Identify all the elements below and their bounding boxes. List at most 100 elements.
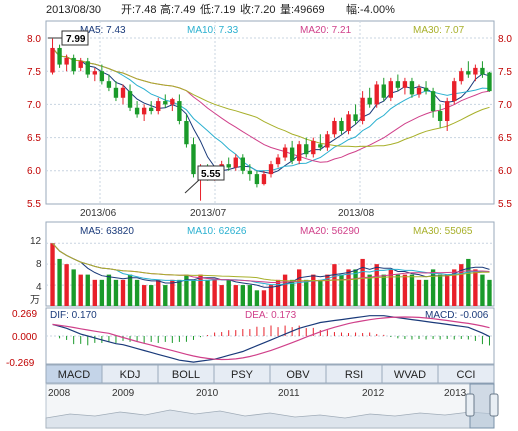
candle-body [282, 147, 288, 158]
volume-bar [325, 274, 330, 306]
volume-bar [304, 279, 309, 306]
candle-body [445, 101, 450, 121]
candle-body [71, 57, 76, 72]
candle-body [289, 147, 295, 161]
tab-cci[interactable] [437, 364, 495, 384]
candle-body [430, 91, 436, 112]
volume-bar [212, 279, 217, 306]
price-ytick-right: 5.5 [498, 199, 512, 210]
tab-label[interactable]: BOLL [172, 369, 200, 381]
volume-bar [184, 274, 189, 306]
volume-bar [177, 279, 182, 306]
price-ytick-left: 5.5 [27, 199, 41, 210]
candle-body [318, 144, 323, 148]
candle-body [423, 87, 429, 92]
volume-bar [381, 274, 386, 306]
header-volume: 量:49669 [280, 3, 325, 16]
candle-body [191, 144, 196, 175]
candle-body [170, 99, 175, 105]
low-marker-line [184, 179, 200, 194]
tab-label[interactable]: KDJ [120, 369, 141, 381]
volume-bar [289, 279, 295, 306]
price-ytick-right: 6.5 [498, 133, 512, 144]
candle-body [92, 71, 97, 75]
volume-bar [374, 264, 379, 306]
price-ytick-left: 6.0 [27, 166, 41, 177]
timeline-left-handle[interactable] [465, 393, 475, 417]
candle-body [184, 121, 189, 145]
volume-bar [332, 264, 337, 306]
candle-body [459, 71, 464, 82]
volume-bar [120, 279, 126, 306]
header-close: 收:7.20 [240, 2, 275, 16]
volume-bar [240, 285, 245, 306]
candle-body [233, 157, 238, 168]
candle-body [311, 140, 316, 155]
price-ma-line [52, 47, 490, 163]
tab-label[interactable]: PSY [231, 369, 254, 381]
volume-bar [254, 290, 260, 306]
candle-body [261, 174, 267, 185]
timeline-year: 2009 [112, 388, 135, 399]
header-high: 高:7.49 [160, 2, 195, 16]
volume-ma-line [52, 242, 490, 282]
candle-body [156, 101, 161, 112]
ma20-label: MA20: 7.21 [300, 25, 352, 36]
indicator-tabs: MACD KDJ BOLL PSY OBV RSI WVAD CCI [45, 364, 495, 384]
candle-body [416, 87, 422, 95]
volume-bar [473, 269, 478, 306]
price-ytick-right: 6.0 [498, 166, 512, 177]
macd-ytick: 0.000 [12, 332, 37, 343]
candle-body [268, 164, 274, 175]
candle-body [120, 87, 126, 98]
macd-histogram [59, 325, 490, 346]
candle-body [360, 97, 365, 121]
price-ytick-right: 8.0 [498, 34, 512, 45]
price-xtick: 2013/06 [80, 208, 117, 219]
volume-bar [113, 279, 119, 306]
volume-bar [149, 285, 154, 306]
volume-bar [388, 269, 393, 306]
header-change: 幅:-4.00% [346, 3, 395, 16]
timeline-year: 2012 [362, 388, 385, 399]
volume-bar [487, 279, 492, 306]
timeline-right-handle[interactable] [489, 393, 499, 417]
volume-bar [459, 264, 464, 306]
volume-bar [466, 258, 471, 306]
candle-body [57, 47, 62, 65]
candle-body [163, 101, 168, 105]
tab-label[interactable]: CCI [457, 369, 476, 381]
price-ytick-left: 8.0 [27, 34, 41, 45]
price-grid [46, 21, 494, 204]
candle-body [409, 81, 415, 95]
price-ytick-left: 6.5 [27, 133, 41, 144]
vol-unit: 万 [30, 295, 40, 306]
candle-body [388, 81, 393, 98]
candle-body [275, 157, 281, 165]
candle-body [473, 67, 478, 75]
candle-body [247, 170, 253, 175]
candles [50, 38, 492, 201]
volume-bar [480, 274, 485, 306]
volume-bar [282, 274, 288, 306]
candle-body [381, 84, 386, 98]
volume-bar [141, 285, 147, 306]
dea-label: DEA: 0.173 [245, 310, 297, 321]
price-ytick-right: 7.0 [498, 100, 512, 111]
high-marker-box [61, 30, 89, 46]
volume-bar [353, 269, 358, 306]
vol-ma30-label: MA30: 55065 [413, 226, 473, 237]
candle-body [64, 57, 69, 65]
tab-label[interactable]: MACD [58, 369, 90, 381]
candle-body [297, 144, 302, 161]
tab-label[interactable]: WVAD [394, 369, 426, 381]
tab-label[interactable]: OBV [286, 369, 310, 381]
timeline-year: 2013 [444, 388, 467, 399]
candle-body [141, 107, 147, 115]
tab-label[interactable]: RSI [345, 369, 363, 381]
low-marker-box [197, 165, 225, 181]
volume-bar [71, 269, 76, 306]
price-panel-frame [45, 20, 495, 205]
